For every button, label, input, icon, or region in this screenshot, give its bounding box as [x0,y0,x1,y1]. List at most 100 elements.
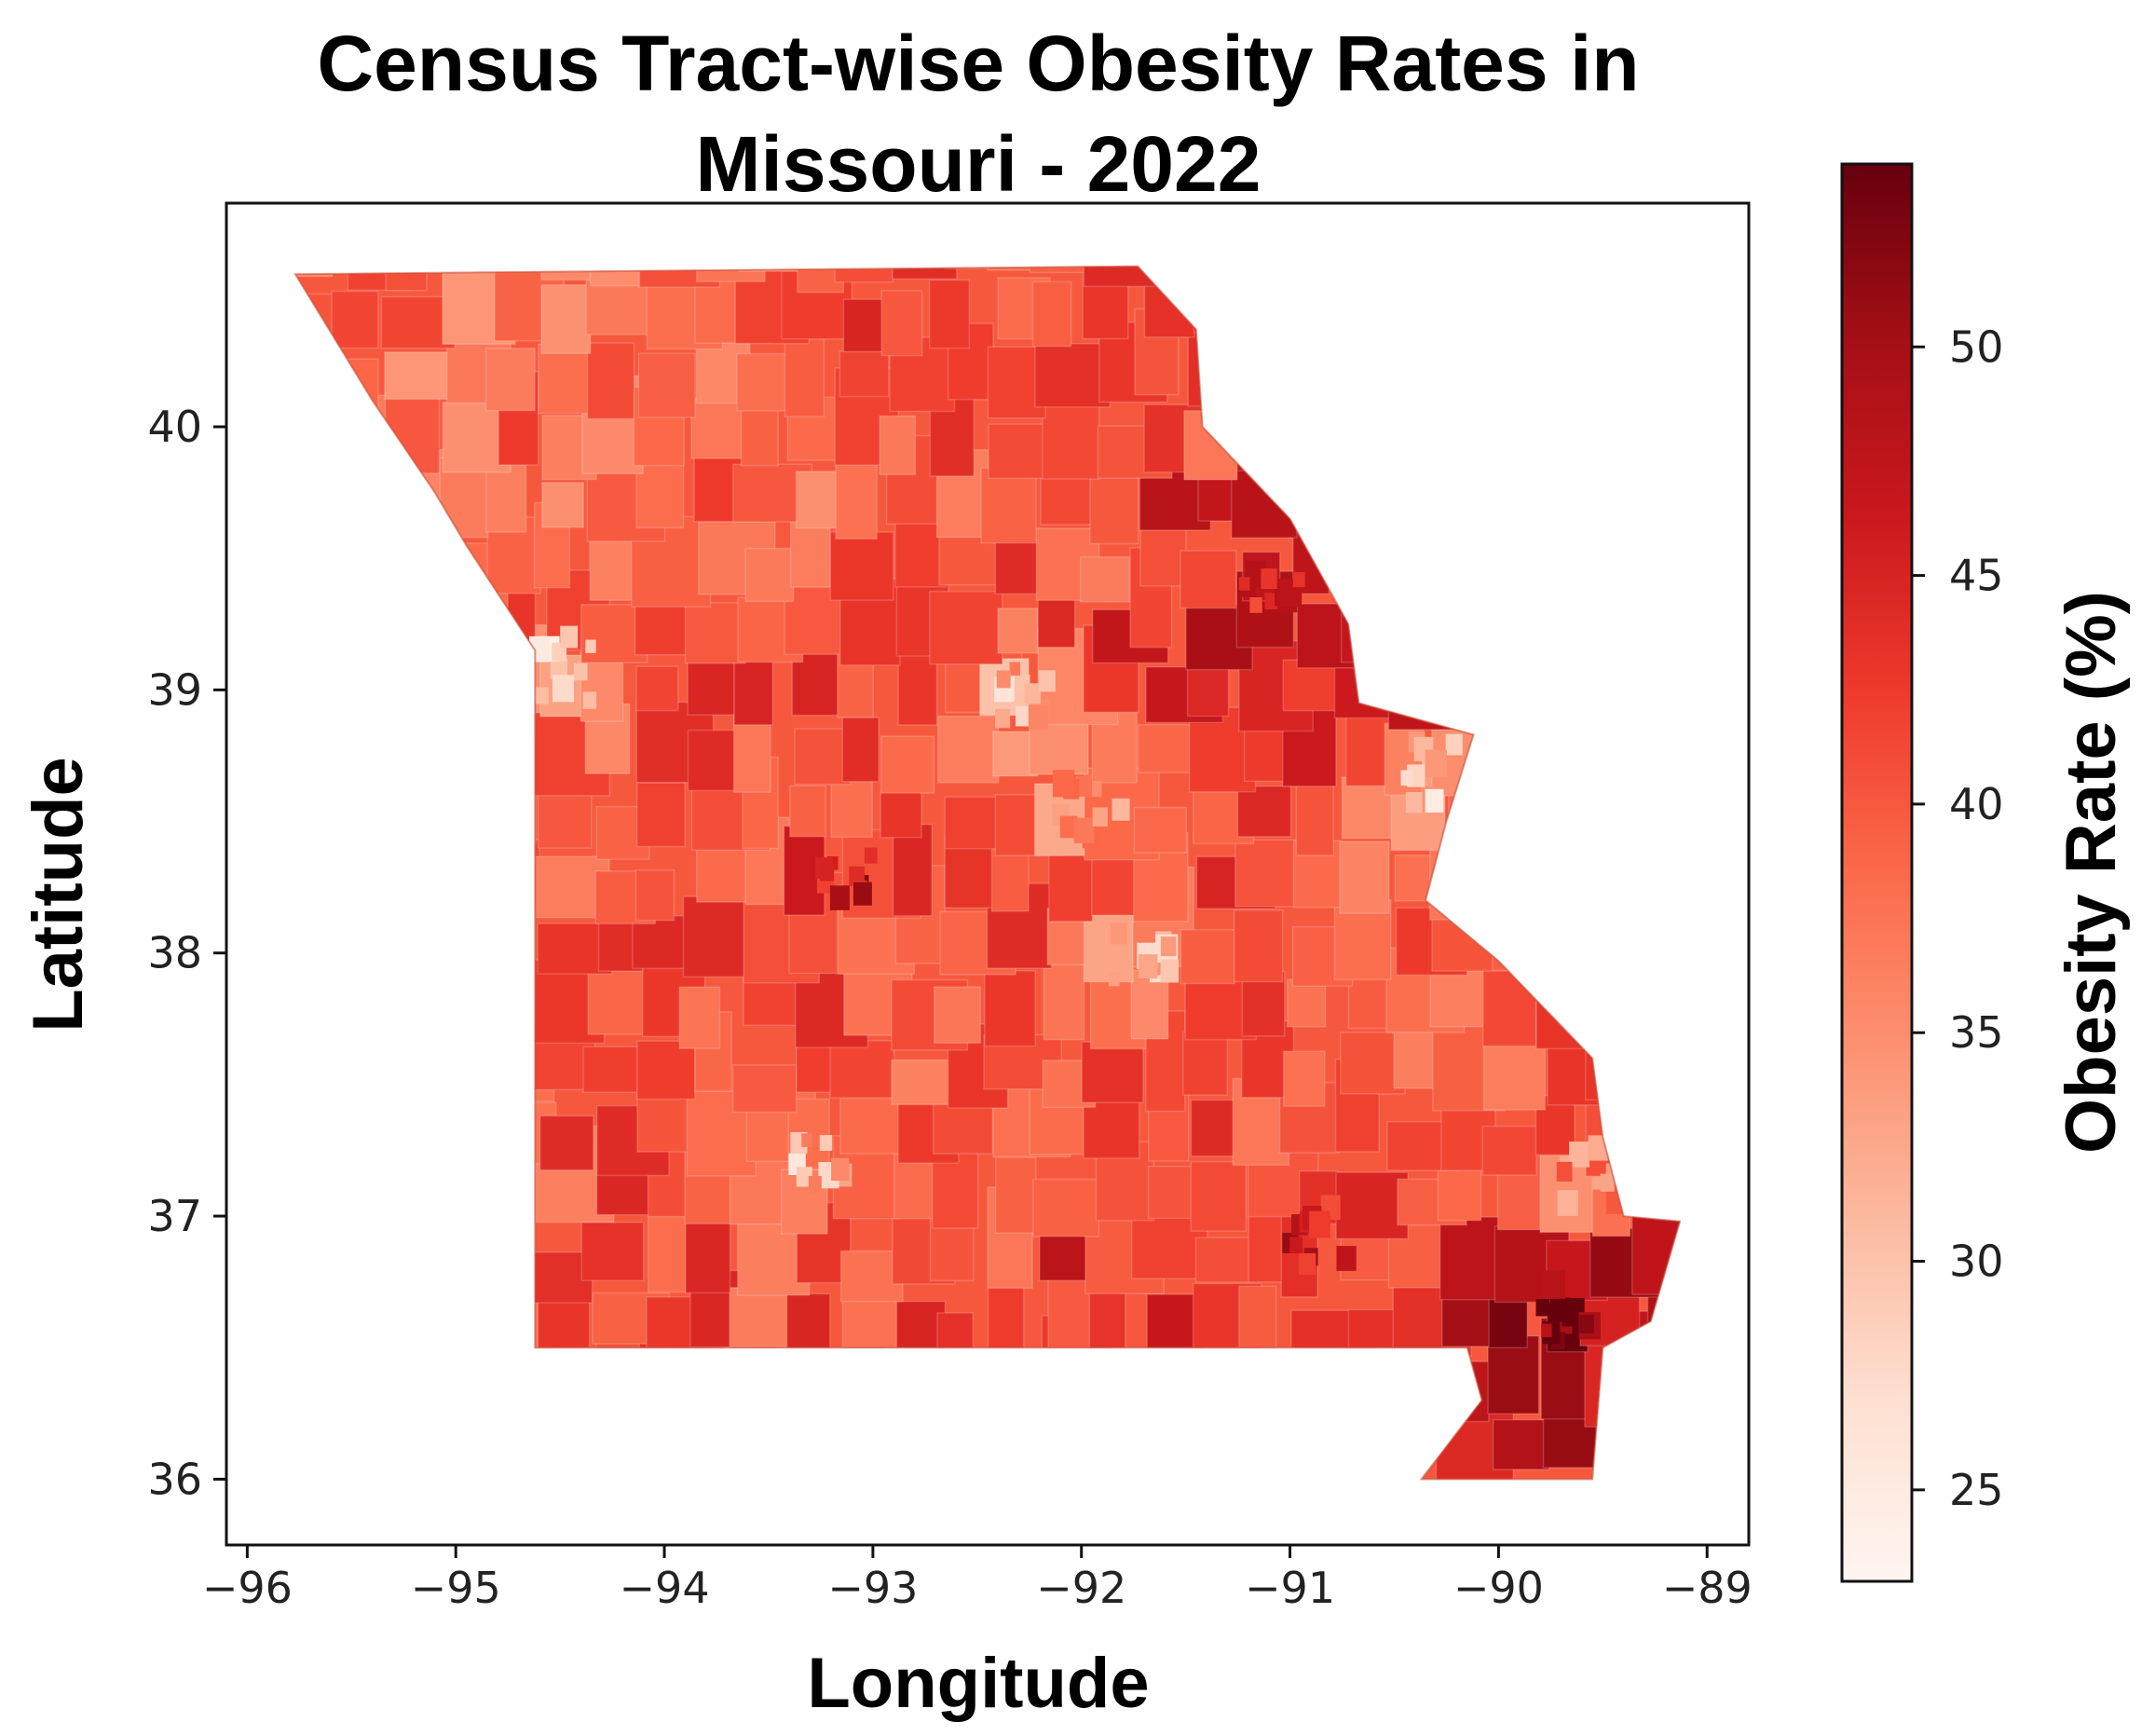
census-tract [1405,792,1423,813]
census-tract [929,590,1003,665]
census-tract [536,1363,598,1411]
x-tick-label: −91 [1245,1563,1335,1613]
census-tract [1182,1031,1229,1096]
colorbar-tick-label: 50 [1949,321,2004,372]
chart-title-line-1: Census Tract-wise Obesity Rates in [317,20,1640,107]
census-tract [294,529,360,603]
census-tract [294,854,343,918]
census-tract [634,869,675,922]
x-axis-label: Longitude [807,1644,1149,1723]
census-tract [1038,670,1056,692]
census-tract [1648,655,1681,716]
census-tract [1600,1173,1615,1192]
census-tract [1079,555,1131,603]
census-tract [1293,388,1331,461]
census-tract [1137,723,1201,773]
census-tract [294,1018,346,1097]
census-tract [819,1135,833,1151]
census-tract [1700,373,1739,417]
census-tract [340,1127,387,1217]
census-tract [684,602,746,664]
census-tract [1385,397,1458,481]
census-tract [389,892,434,973]
census-tract [1486,841,1528,917]
census-tract [1108,972,1120,987]
census-tract [443,1240,487,1301]
census-tract [1531,700,1600,781]
tract-fills [294,266,1755,1480]
census-tract [1684,1428,1725,1476]
census-tract [1636,488,1681,539]
census-tract [294,1409,334,1480]
census-tract [994,1156,1037,1234]
census-tract [1490,266,1571,279]
census-tract [1249,597,1262,613]
census-tract [996,670,1011,689]
census-tract [585,639,596,653]
colorbar-tick-label: 40 [1949,779,2004,829]
census-tract [294,664,358,712]
census-tract [1009,662,1020,676]
census-tract [331,520,389,599]
census-tract [1482,1044,1547,1111]
census-tract [1335,472,1407,529]
census-tract [1028,704,1048,731]
census-tract [1589,287,1657,354]
census-tract [1640,1093,1681,1175]
census-tract [1693,828,1755,909]
census-tract [1283,266,1343,335]
census-tract [1489,335,1559,413]
census-tract [1283,315,1346,403]
census-tract [1646,912,1681,973]
x-tick-label: −96 [202,1563,293,1613]
census-tract [385,266,428,292]
census-tract [438,1054,511,1154]
census-tract [1180,929,1235,985]
census-tract [732,1064,798,1114]
census-tract [928,279,971,349]
census-tract [1187,331,1242,407]
x-tick-label: −93 [827,1563,918,1613]
census-tract [1239,266,1305,335]
census-tract [879,415,917,476]
census-tract [494,744,538,844]
census-tract [738,266,799,272]
census-tract [941,1352,989,1415]
x-tick-label: −94 [620,1563,710,1613]
census-tract [933,986,982,1045]
colorbar-tick-label: 30 [1949,1237,2004,1287]
census-tract [386,1270,463,1358]
census-tract [796,1167,812,1187]
y-tick-label: 36 [147,1454,202,1504]
census-tract [1073,817,1095,843]
census-tract [591,1389,631,1480]
census-tract [294,1228,354,1286]
census-tract [1341,527,1385,595]
census-tract [1589,409,1631,459]
census-tract [1242,407,1310,466]
census-tract [487,952,527,1031]
census-tract [1083,266,1155,288]
census-tract [1247,266,1324,274]
census-tract [1288,1414,1327,1480]
census-tract [1030,1432,1082,1480]
census-tract [829,531,894,601]
census-tract [1598,528,1653,588]
census-tract [1059,815,1078,839]
census-tract [1582,714,1636,795]
census-tract [1112,798,1130,821]
census-tract [388,1109,434,1159]
census-tract [984,970,1036,1047]
x-tick-label: −92 [1036,1563,1126,1613]
census-tract [1380,336,1445,414]
plot-frame [225,201,1751,1547]
census-tract [891,1059,952,1106]
census-tract [1147,1165,1196,1220]
census-tract [529,636,550,663]
census-tract [1198,1367,1273,1469]
census-tract [1541,266,1592,345]
census-tract [294,938,347,1032]
y-axis-ticks: 36 37 38 39 40 [147,402,226,1504]
census-tract [1632,945,1681,1036]
